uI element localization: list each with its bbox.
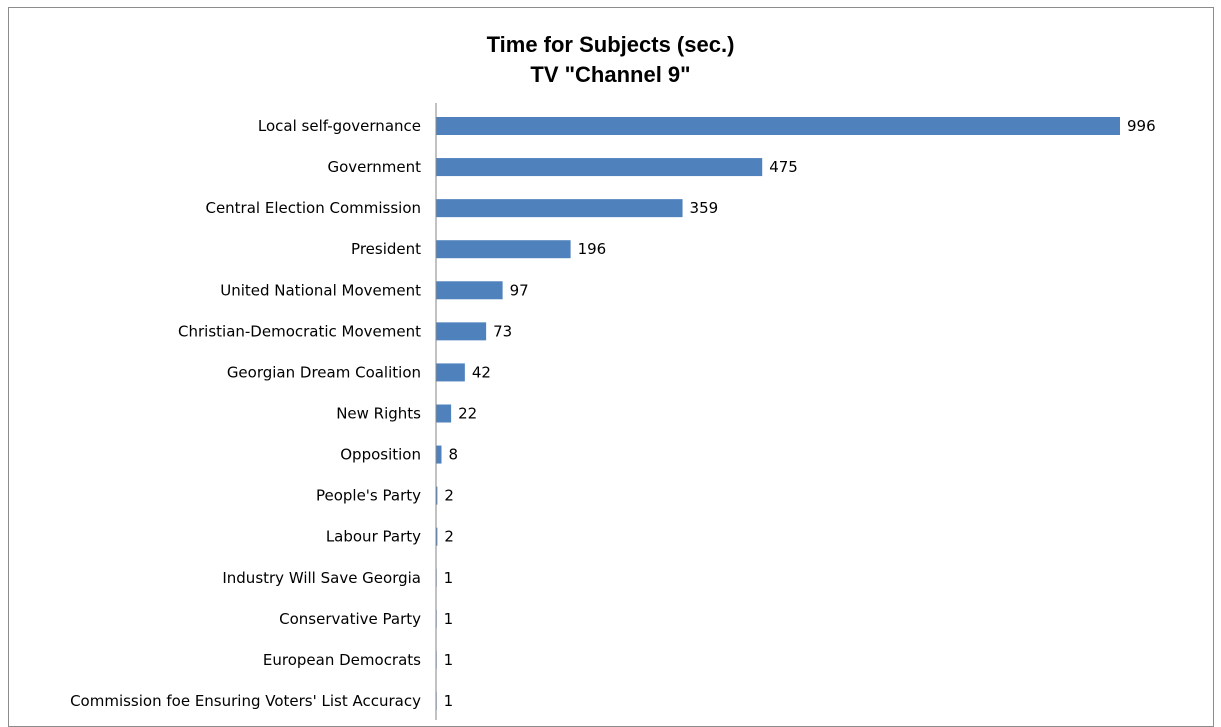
- category-label: Labour Party: [326, 528, 421, 546]
- category-label: Commission foe Ensuring Voters' List Acc…: [70, 692, 421, 710]
- chart-title-block: Time for Subjects (sec.) TV "Channel 9": [0, 30, 1221, 90]
- category-label: European Democrats: [263, 651, 421, 669]
- data-label: 996: [1127, 117, 1156, 135]
- category-label: New Rights: [336, 404, 421, 422]
- chart-subtitle: TV "Channel 9": [530, 62, 691, 87]
- data-label: 97: [510, 281, 529, 299]
- category-label: President: [351, 240, 421, 258]
- bar: [436, 240, 571, 259]
- category-label: Conservative Party: [279, 610, 421, 628]
- data-label: 2: [444, 487, 454, 505]
- data-label: 2: [444, 528, 454, 546]
- category-label: Central Election Commission: [205, 199, 421, 217]
- data-label: 1: [444, 692, 454, 710]
- category-label: Government: [327, 158, 421, 176]
- category-label: Industry Will Save Georgia: [222, 569, 421, 587]
- data-label: 1: [444, 569, 454, 587]
- bar: [436, 199, 683, 218]
- category-label: People's Party: [316, 487, 421, 505]
- data-label: 42: [472, 363, 491, 381]
- data-label: 1: [444, 651, 454, 669]
- bar: [436, 322, 487, 341]
- bar: [436, 158, 763, 177]
- category-label: United National Movement: [220, 281, 421, 299]
- data-label: 1: [444, 610, 454, 628]
- data-label: 22: [458, 404, 477, 422]
- bar: [436, 363, 465, 382]
- bar: [436, 527, 438, 546]
- data-label: 359: [690, 199, 719, 217]
- data-label: 196: [578, 240, 607, 258]
- data-label: 8: [448, 446, 458, 464]
- data-label: 73: [493, 322, 512, 340]
- category-label: Opposition: [340, 446, 421, 464]
- data-label: 475: [769, 158, 798, 176]
- bar: [436, 281, 503, 300]
- bar: [436, 445, 442, 464]
- bar: [436, 486, 438, 505]
- bar: [436, 404, 452, 423]
- category-label: Georgian Dream Coalition: [227, 363, 421, 381]
- chart-title: Time for Subjects (sec.): [486, 32, 735, 57]
- category-label: Local self-governance: [258, 117, 421, 135]
- category-label: Christian-Democratic Movement: [178, 322, 421, 340]
- bar: [436, 117, 1120, 135]
